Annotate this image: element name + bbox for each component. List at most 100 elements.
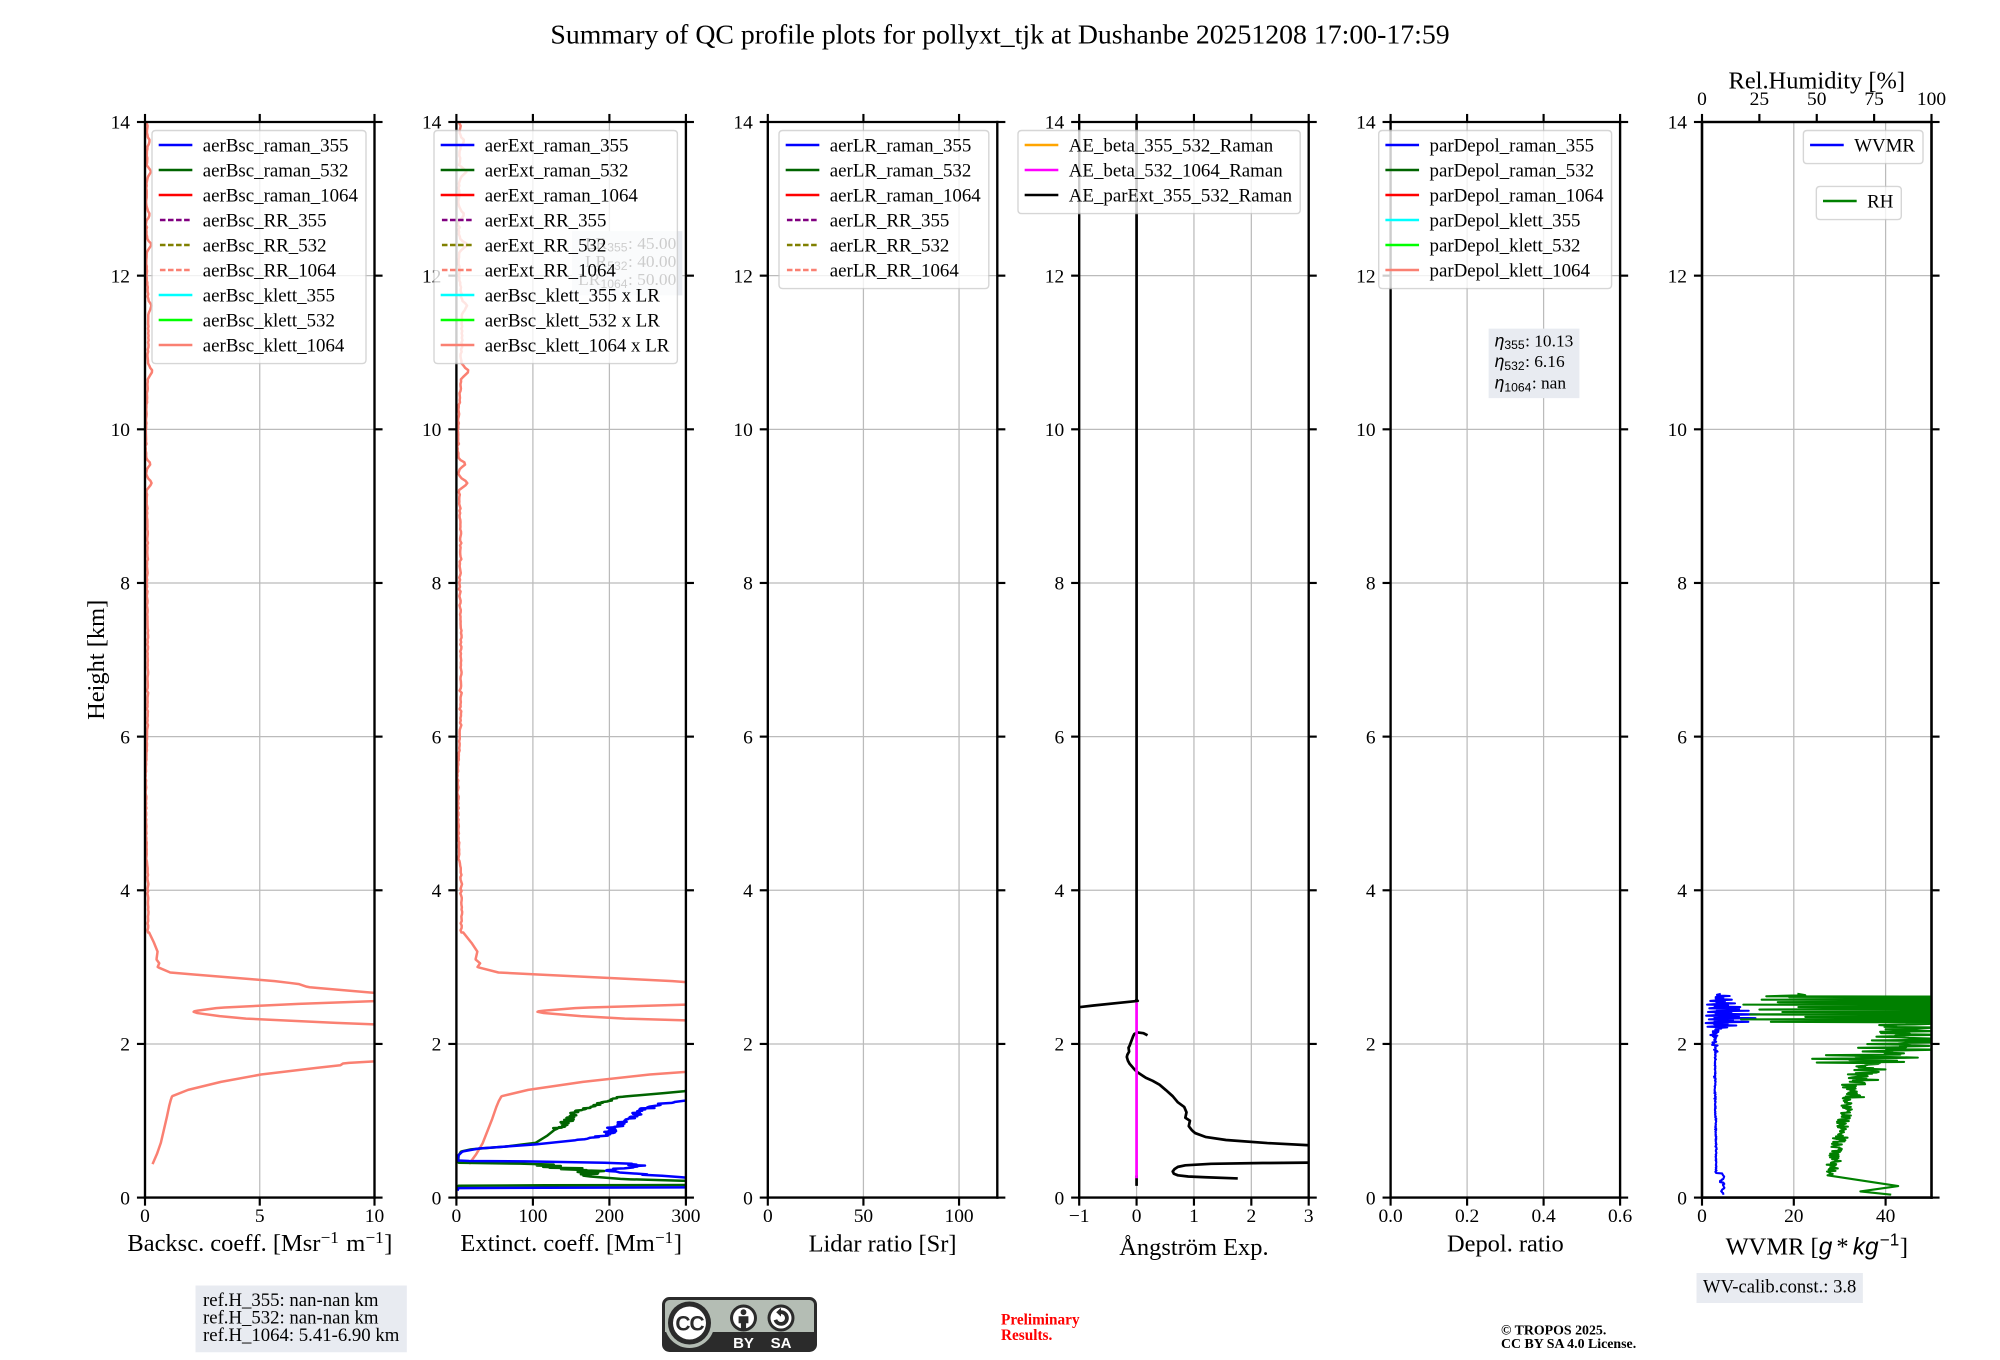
svg-text:Rel.Humidity [%]: Rel.Humidity [%]	[1729, 68, 1905, 95]
svg-text:4: 4	[432, 881, 442, 902]
svg-text:η 1 0 6: η 1 0 6 4 : n a n	[1495, 368, 1567, 396]
svg-text:parDepol_klett_532: parDepol_klett_532	[1430, 236, 1581, 257]
svg-text:14: 14	[1045, 113, 1065, 134]
svg-text:E x t i: E x t i n c t . c o e f f . [ M m ] − 1	[460, 1223, 687, 1257]
svg-text:12: 12	[111, 266, 130, 287]
svg-text:parDepol_raman_355: parDepol_raman_355	[1430, 136, 1595, 157]
svg-text:WV-calib.const.: 3.8: WV-calib.const.: 3.8	[1703, 1276, 1856, 1297]
svg-text:8: 8	[1054, 574, 1064, 595]
svg-text:aerExt_RR_355: aerExt_RR_355	[485, 211, 607, 232]
svg-text:WVMR: WVMR	[1854, 136, 1915, 157]
svg-text:0.6: 0.6	[1608, 1206, 1633, 1227]
svg-text:6: 6	[743, 727, 753, 748]
svg-text:AE_parExt_355_532_Raman: AE_parExt_355_532_Raman	[1069, 186, 1293, 207]
svg-text:2: 2	[743, 1035, 753, 1056]
svg-text:100: 100	[1917, 89, 1946, 110]
svg-text:3: 3	[1304, 1206, 1314, 1227]
svg-text:η 3 5 5: η 3 5 5 : 1 0 . 1 3	[1495, 326, 1574, 354]
svg-text:aerLR_raman_355: aerLR_raman_355	[830, 136, 972, 157]
svg-text:Lidar ratio [Sr]: Lidar ratio [Sr]	[809, 1231, 957, 1258]
svg-text:AE_beta_355_532_Raman: AE_beta_355_532_Raman	[1069, 136, 1274, 157]
svg-text:12: 12	[1356, 266, 1375, 287]
svg-text:75: 75	[1864, 89, 1883, 110]
svg-text:aerLR_RR_355: aerLR_RR_355	[830, 211, 950, 232]
svg-text:200: 200	[595, 1206, 624, 1227]
svg-text:10: 10	[111, 420, 130, 441]
svg-text:ref.H_1064: 5.41-6.90 km: ref.H_1064: 5.41-6.90 km	[203, 1325, 400, 1346]
svg-text:10: 10	[422, 420, 441, 441]
svg-text:aerBsc_raman_1064: aerBsc_raman_1064	[203, 186, 359, 207]
svg-text:6: 6	[120, 727, 130, 748]
svg-text:8: 8	[1677, 574, 1687, 595]
svg-text:parDepol_raman_532: parDepol_raman_532	[1430, 161, 1595, 182]
svg-text:14: 14	[1668, 113, 1688, 134]
svg-text:aerLR_raman_1064: aerLR_raman_1064	[830, 186, 982, 207]
svg-text:8: 8	[432, 574, 442, 595]
svg-text:14: 14	[733, 113, 753, 134]
svg-text:CC BY SA 4.0 License.: CC BY SA 4.0 License.	[1501, 1337, 1636, 1352]
svg-text:η 5 3 2: η 5 3 2 : 6 . 1 6	[1495, 347, 1565, 375]
svg-text:1: 1	[1189, 1206, 1199, 1227]
svg-text:2: 2	[120, 1035, 130, 1056]
svg-text:10: 10	[1045, 420, 1064, 441]
svg-text:4: 4	[1366, 881, 1376, 902]
svg-text:SA: SA	[771, 1335, 792, 1352]
svg-text:aerBsc_klett_1064 x LR: aerBsc_klett_1064 x LR	[485, 336, 670, 357]
svg-text:0: 0	[1054, 1188, 1064, 1209]
svg-text:aerBsc_raman_532: aerBsc_raman_532	[203, 161, 349, 182]
svg-text:aerBsc_klett_532: aerBsc_klett_532	[203, 311, 335, 332]
svg-text:4: 4	[1054, 881, 1064, 902]
svg-text:© TROPOS 2025.: © TROPOS 2025.	[1501, 1324, 1606, 1339]
svg-text:300: 300	[671, 1206, 700, 1227]
svg-text:0: 0	[1366, 1188, 1376, 1209]
svg-text:40: 40	[1876, 1206, 1895, 1227]
svg-text:4: 4	[120, 881, 130, 902]
svg-text:25: 25	[1750, 89, 1769, 110]
svg-text:BY: BY	[733, 1335, 754, 1352]
svg-text:12: 12	[1668, 266, 1687, 287]
svg-text:W V M R: W V M R [ * ] g k g − 1	[1726, 1225, 1914, 1260]
svg-text:10: 10	[733, 420, 752, 441]
svg-text:8: 8	[743, 574, 753, 595]
svg-text:14: 14	[111, 113, 131, 134]
svg-text:20: 20	[1784, 1206, 1803, 1227]
svg-text:parDepol_klett_1064: parDepol_klett_1064	[1430, 261, 1591, 282]
svg-text:12: 12	[733, 266, 752, 287]
svg-text:8: 8	[120, 574, 130, 595]
svg-text:5: 5	[255, 1206, 265, 1227]
svg-text:4: 4	[1677, 881, 1687, 902]
svg-text:−1: −1	[1069, 1206, 1090, 1227]
svg-text:50: 50	[854, 1206, 873, 1227]
svg-text:2: 2	[1677, 1035, 1687, 1056]
svg-text:100: 100	[518, 1206, 547, 1227]
svg-text:10: 10	[365, 1206, 384, 1227]
svg-text:Ångström Exp.: Ångström Exp.	[1119, 1234, 1268, 1261]
svg-text:aerLR_RR_1064: aerLR_RR_1064	[830, 261, 960, 282]
svg-text:4: 4	[743, 881, 753, 902]
svg-text:aerExt_RR_532: aerExt_RR_532	[485, 236, 607, 257]
svg-text:ref.H_355: nan-nan km: ref.H_355: nan-nan km	[203, 1290, 379, 1311]
svg-text:Results.: Results.	[1001, 1327, 1052, 1344]
svg-text:10: 10	[1356, 420, 1375, 441]
svg-text:RH: RH	[1867, 192, 1894, 213]
svg-text:0: 0	[1132, 1206, 1142, 1227]
svg-text:AE_beta_532_1064_Raman: AE_beta_532_1064_Raman	[1069, 161, 1283, 182]
svg-text:8: 8	[1366, 574, 1376, 595]
svg-text:2: 2	[432, 1035, 442, 1056]
svg-text:0.4: 0.4	[1531, 1206, 1556, 1227]
svg-text:10: 10	[1668, 420, 1687, 441]
svg-text:0: 0	[743, 1188, 753, 1209]
svg-text:0: 0	[120, 1188, 130, 1209]
svg-text:aerBsc_klett_1064: aerBsc_klett_1064	[203, 336, 345, 357]
svg-text:aerExt_raman_1064: aerExt_raman_1064	[485, 186, 639, 207]
svg-text:CC: CC	[675, 1313, 704, 1336]
svg-text:ref.H_532: nan-nan km: ref.H_532: nan-nan km	[203, 1307, 379, 1328]
svg-text:6: 6	[1054, 727, 1064, 748]
svg-text:6: 6	[1677, 727, 1687, 748]
svg-text:2: 2	[1246, 1206, 1256, 1227]
svg-text:parDepol_klett_355: parDepol_klett_355	[1430, 211, 1581, 232]
svg-text:B a c k: B a c k s c . c o e f f . [ M s r m ] − …	[127, 1223, 398, 1257]
svg-text:12: 12	[1045, 266, 1064, 287]
svg-text:aerExt_raman_532: aerExt_raman_532	[485, 161, 629, 182]
svg-text:aerBsc_klett_355 x LR: aerBsc_klett_355 x LR	[485, 286, 660, 307]
